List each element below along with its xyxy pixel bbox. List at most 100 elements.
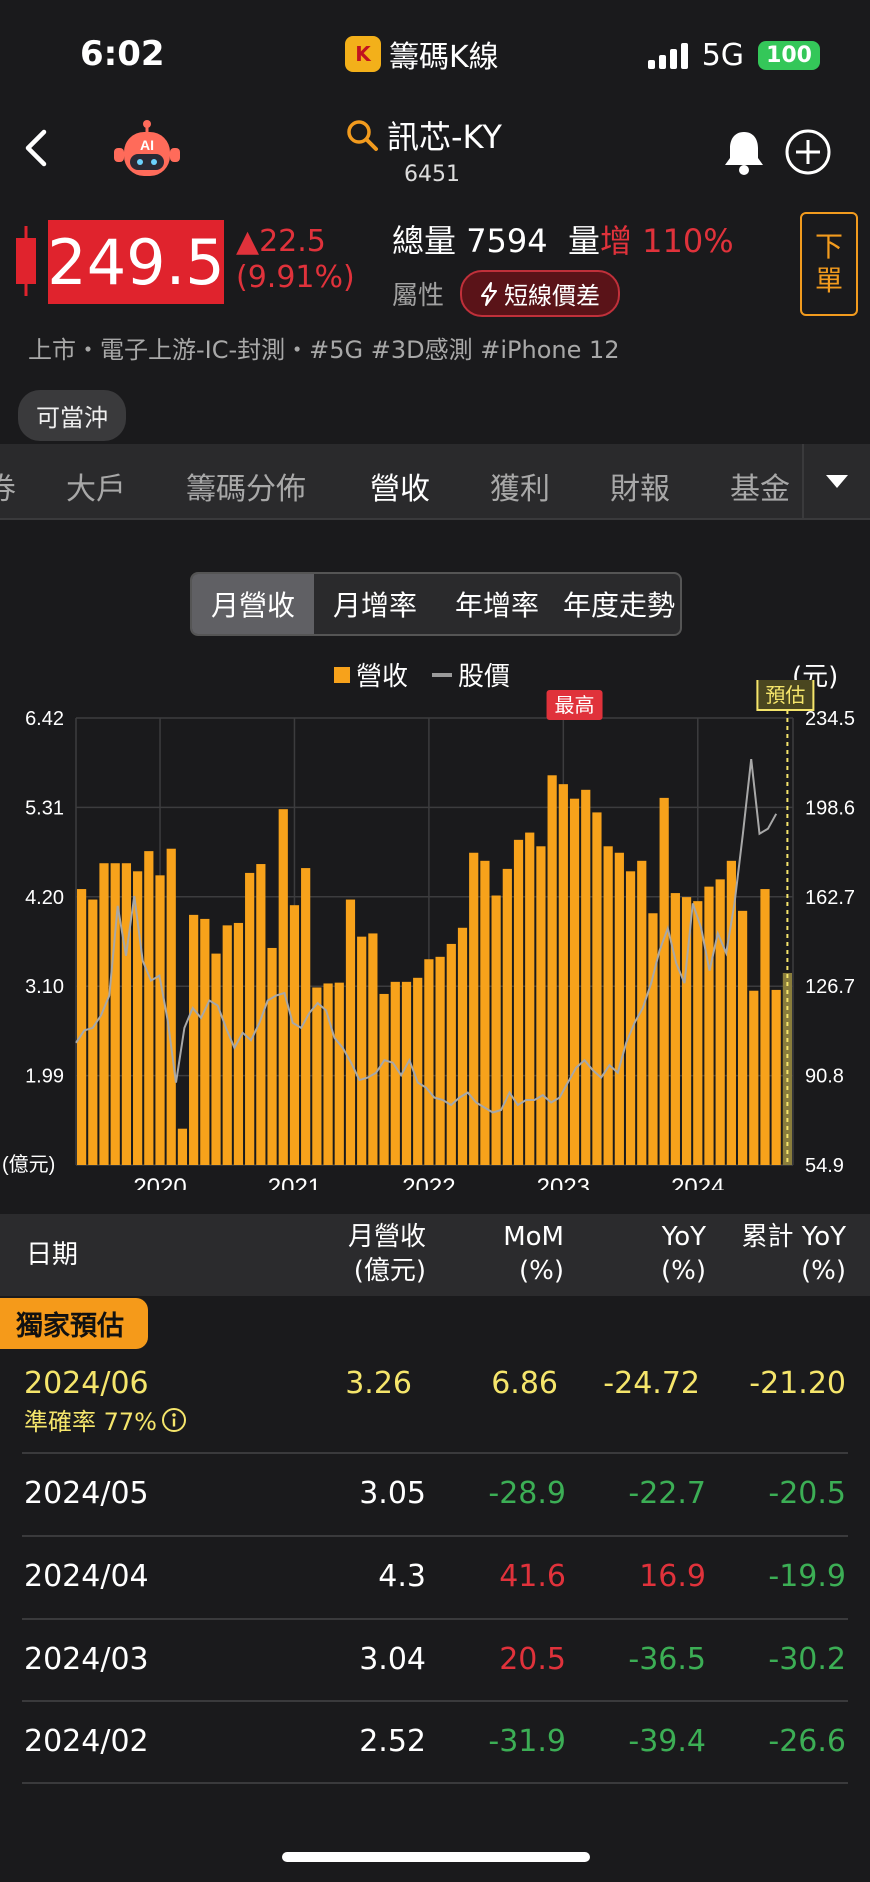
info-icon[interactable]	[161, 1407, 187, 1433]
left-axis-tick: 4.20	[25, 887, 64, 909]
revenue-bar	[278, 809, 288, 1165]
revenue-bar	[547, 775, 557, 1165]
svg-text:AI: AI	[140, 137, 154, 153]
revenue-bar	[446, 943, 456, 1165]
revenue-bar	[88, 899, 98, 1165]
search-icon[interactable]	[345, 118, 379, 152]
tab-major-holders[interactable]: 大戶	[66, 472, 126, 507]
revenue-bar	[222, 925, 232, 1165]
revenue-bar	[413, 977, 423, 1165]
revenue-bar	[625, 871, 636, 1165]
legend-price-label: 股價	[458, 662, 511, 692]
row-yoy: 16.9	[639, 1559, 706, 1594]
exclusive-estimate-badge: 獨家預估	[0, 1298, 148, 1349]
vol-change-word: 增	[599, 222, 632, 260]
tab-financials[interactable]: 財報	[610, 472, 670, 507]
right-axis-tick: 234.5	[805, 708, 855, 730]
row-revenue: 2.52	[359, 1724, 426, 1759]
vol-change-pct: 110%	[642, 222, 734, 260]
tab-revenue[interactable]: 營收	[370, 472, 430, 507]
estimate-label-bg	[756, 680, 815, 711]
stock-title[interactable]: 訊芯-KY	[345, 112, 502, 158]
status-indicators: 5G 100	[647, 38, 820, 73]
stock-code: 6451	[404, 162, 460, 187]
revenue-bar	[301, 868, 311, 1165]
add-watchlist-icon[interactable]	[784, 128, 832, 176]
revenue-bar	[401, 981, 412, 1165]
revenue-bar	[681, 897, 692, 1165]
table-row[interactable]: 2024/02 2.52 -31.9 -39.4 -26.6	[0, 1702, 870, 1784]
revenue-bar	[110, 863, 120, 1165]
revenue-bar	[424, 959, 434, 1165]
revenue-bar	[390, 981, 400, 1165]
home-indicator[interactable]	[282, 1852, 590, 1862]
order-button[interactable]: 下 單	[800, 212, 858, 316]
stock-tags: 上市・電子上游-IC-封測・#5G #3D感測 #iPhone 12	[28, 336, 620, 364]
revenue-bar	[737, 910, 748, 1165]
table-row[interactable]: 2024/05 3.05 -28.9 -22.7 -20.5	[0, 1454, 870, 1536]
revenue-bar	[592, 812, 602, 1165]
revenue-bar	[659, 797, 669, 1165]
left-axis-tick: 1.99	[25, 1066, 64, 1088]
table-row[interactable]: 2024/04 4.3 41.6 16.9 -19.9	[0, 1537, 870, 1619]
tab-fund[interactable]: 基金	[730, 472, 790, 507]
revenue-chart: 234.5 198.6 162.7 126.7 90.8 54.9 6.42 5.31 4.20…	[2, 680, 855, 1190]
revenue-bar	[581, 789, 591, 1165]
seg-monthly-revenue[interactable]: 月營收	[192, 574, 314, 634]
revenue-bar	[189, 914, 199, 1165]
lightning-icon	[481, 281, 498, 306]
row-date: 2024/06	[24, 1366, 149, 1401]
revenue-bar	[693, 901, 703, 1165]
row-mom: 6.86	[491, 1366, 558, 1401]
revenue-bar	[536, 846, 546, 1165]
back-icon[interactable]	[18, 128, 58, 168]
right-axis-tick: 90.8	[805, 1066, 844, 1088]
revenue-bar	[513, 839, 524, 1165]
row-revenue: 3.04	[359, 1642, 426, 1677]
attr-tag[interactable]: 短線價差	[460, 270, 621, 317]
seg-annual-trend[interactable]: 年度走勢	[562, 589, 675, 622]
th-mom: MoM (%)	[503, 1220, 564, 1288]
tab-profit[interactable]: 獲利	[490, 472, 550, 507]
seg-yoy[interactable]: 年增率	[454, 589, 539, 622]
revenue-bar	[200, 918, 210, 1165]
revenue-bar	[614, 852, 624, 1165]
accuracy-label[interactable]: 準確率 77%	[24, 1402, 187, 1437]
x-axis-tick: 2022	[402, 1174, 455, 1190]
th-cum-line1: 累計 YoY	[741, 1222, 846, 1252]
price-change: ▲22.5 (9.91%)	[236, 224, 355, 296]
row-revenue: 3.26	[345, 1366, 412, 1401]
price-change-pct: (9.91%)	[236, 260, 355, 295]
revenue-bar	[77, 889, 87, 1165]
bell-icon[interactable]	[722, 128, 766, 176]
status-app-name: K 籌碼K線	[345, 32, 499, 76]
revenue-bar	[177, 1128, 188, 1165]
chevron-down-icon	[826, 474, 848, 488]
tab-chip-distribution[interactable]: 籌碼分佈	[186, 472, 306, 507]
tab-margin[interactable]: 券	[0, 472, 16, 507]
seg-mom[interactable]: 月增率	[332, 589, 417, 622]
row-divider	[22, 1535, 848, 1537]
tabs-more-button[interactable]	[802, 444, 870, 518]
row-yoy: -22.7	[628, 1476, 706, 1511]
row-mom: -31.9	[488, 1724, 566, 1759]
revenue-bar	[166, 848, 176, 1165]
peak-label-bg	[546, 690, 603, 720]
th-revenue: 月營收 (億元)	[348, 1220, 426, 1288]
ai-assistant-icon[interactable]: AI	[112, 120, 182, 182]
th-yoy: YoY (%)	[661, 1220, 706, 1288]
row-cum-yoy: -19.9	[768, 1559, 846, 1594]
revenue-bar	[245, 872, 255, 1165]
table-row-estimate[interactable]: 2024/06 3.26 6.86 -24.72 -21.20 準確率 77%	[0, 1344, 870, 1444]
revenue-bar	[289, 905, 300, 1165]
revenue-bar	[99, 863, 109, 1165]
table-row[interactable]: 2024/03 3.04 20.5 -36.5 -30.2	[0, 1620, 870, 1702]
revenue-bar	[345, 899, 356, 1165]
row-divider	[22, 1452, 848, 1454]
row-cum-yoy: -26.6	[768, 1724, 846, 1759]
row-mom: -28.9	[488, 1476, 566, 1511]
chart-legend: 營收 股價	[334, 656, 510, 693]
row-divider	[22, 1700, 848, 1702]
x-axis-tick: 2023	[537, 1174, 590, 1190]
revenue-bar	[334, 982, 344, 1165]
